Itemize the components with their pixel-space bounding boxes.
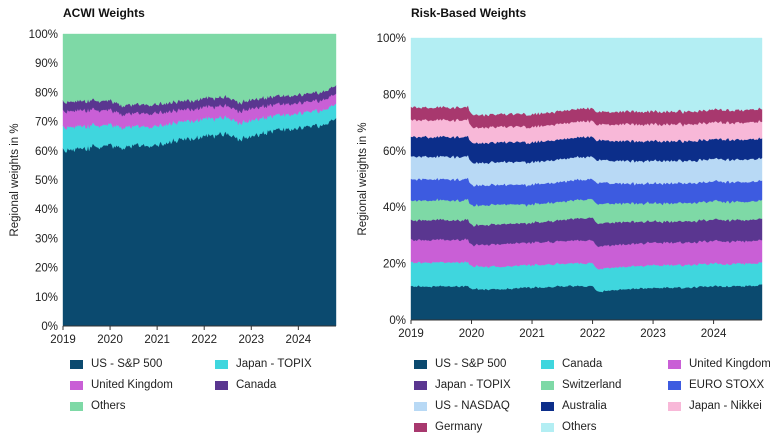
legend-swatch [668,359,681,369]
x-tick-label: 2022 [191,334,217,346]
legend-item: Japan - TOPIX [414,379,511,391]
legend-label: United Kingdom [689,358,770,370]
legend-item: US - S&P 500 [414,358,506,370]
legend-label: Canada [562,358,603,370]
legend-item: Japan - TOPIX [215,358,312,370]
y-tick-label: 100% [29,29,58,41]
legend-item: US - S&P 500 [70,358,162,370]
y-tick-label: 10% [35,292,58,304]
legend-swatch [70,401,83,411]
y-tick-label: 100% [377,33,406,45]
legend-swatch [414,380,427,390]
legend-swatch [70,380,83,390]
legend-label: Canada [236,379,277,391]
area-series-us-s-p-500 [62,117,337,327]
legend-swatch [668,401,681,411]
legend-item: US - NASDAQ [414,400,510,412]
legend-label: Others [91,400,126,412]
y-tick-label: 40% [383,202,406,214]
legend-item: Australia [541,400,607,412]
legend-swatch [215,359,228,369]
legend-item: Canada [541,358,602,370]
legend-label: Switzerland [562,379,622,391]
y-tick-label: 60% [383,146,406,158]
legend-swatch [541,359,554,369]
legend-label: EURO STOXX [689,379,765,391]
y-tick-label: 70% [35,117,58,129]
legend-item: United Kingdom [70,379,173,391]
x-tick-label: 2024 [701,328,727,340]
legend-swatch [541,422,554,432]
area-series-us-s-p-500 [410,284,763,321]
legend-item: Others [541,421,597,433]
y-tick-label: 90% [35,58,58,70]
y-tick-label: 30% [35,233,58,245]
legend-item: EURO STOXX [668,379,764,391]
legend-swatch [541,380,554,390]
y-tick-label: 0% [389,315,406,327]
legend-label: US - NASDAQ [435,400,510,412]
y-tick-label: 0% [41,321,58,333]
y-tick-label: 20% [35,263,58,275]
x-tick-label: 2024 [286,334,312,346]
y-tick-label: 80% [383,89,406,101]
x-tick-label: 2020 [97,334,123,346]
legend-label: US - S&P 500 [435,358,507,370]
legend-item: Switzerland [541,379,621,391]
y-tick-label: 50% [35,175,58,187]
legend-swatch [541,401,554,411]
legend-swatch [414,401,427,411]
legend-item: Others [70,400,126,412]
x-tick-label: 2019 [398,328,424,340]
y-axis-label: Regional weights in % [9,123,21,236]
x-tick-label: 2019 [50,334,76,346]
legend-label: Japan - TOPIX [236,358,312,370]
area-series-others [410,37,763,117]
y-tick-label: 80% [35,87,58,99]
legend-label: United Kingdom [91,379,173,391]
y-tick-label: 60% [35,146,58,158]
y-axis-label: Regional weights in % [357,122,369,235]
legend-swatch [414,359,427,369]
legend-swatch [70,359,83,369]
legend-label: Others [562,421,597,433]
chart-title: ACWI Weights [63,6,145,20]
x-tick-label: 2020 [459,328,485,340]
x-tick-label: 2021 [519,328,545,340]
legend-label: US - S&P 500 [91,358,163,370]
legend-item: Canada [215,379,276,391]
area-series-others [62,33,337,108]
legend-swatch [668,380,681,390]
legend-label: Japan - TOPIX [435,379,511,391]
x-tick-label: 2023 [640,328,666,340]
y-tick-label: 40% [35,204,58,216]
legend-item: Japan - Nikkei [668,400,762,412]
y-tick-label: 20% [383,259,406,271]
legend-item: United Kingdom [668,358,770,370]
legend-swatch [215,380,228,390]
legend-label: Australia [562,400,607,412]
x-tick-label: 2021 [144,334,170,346]
legend-item: Germany [414,421,482,433]
x-tick-label: 2023 [238,334,264,346]
legend-label: Germany [435,421,483,433]
legend-swatch [414,422,427,432]
chart-title: Risk-Based Weights [411,6,527,20]
x-tick-label: 2022 [580,328,606,340]
legend-label: Japan - Nikkei [689,400,762,412]
